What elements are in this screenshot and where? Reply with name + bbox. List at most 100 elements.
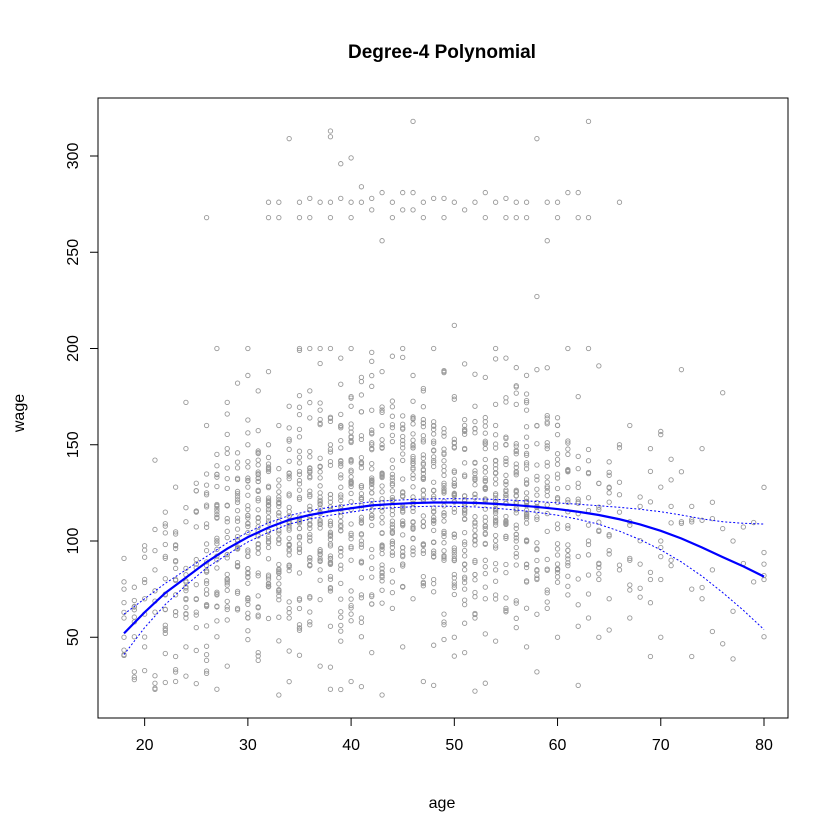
scatter-point [472, 542, 478, 548]
scatter-point [451, 591, 457, 598]
scatter-point [338, 161, 344, 167]
scatter-point [451, 393, 457, 400]
scatter-point [348, 345, 354, 352]
scatter-point [400, 490, 406, 496]
scatter-point [482, 596, 488, 602]
scatter-point [327, 529, 334, 535]
scatter-point [544, 421, 550, 427]
scatter-point [245, 580, 251, 586]
scatter-point [389, 524, 396, 530]
scatter-point [740, 524, 747, 530]
scatter-point [296, 468, 303, 475]
scatter-point [203, 422, 210, 429]
scatter-point [441, 540, 447, 546]
scatter-point [369, 507, 375, 513]
scatter-point [585, 118, 592, 125]
scatter-point [379, 587, 385, 593]
scatter-point [286, 446, 292, 452]
scatter-point [451, 476, 457, 482]
scatter-point [441, 554, 447, 560]
scatter-point [410, 415, 416, 421]
scatter-point [183, 604, 189, 611]
scatter-point [234, 499, 241, 506]
scatter-point [410, 545, 416, 551]
scatter-point [420, 470, 427, 477]
scatter-point [245, 595, 251, 602]
scatter-point [400, 345, 406, 352]
scatter-point [317, 400, 323, 406]
scatter-point [400, 644, 406, 650]
scatter-point [431, 426, 437, 432]
scatter-point [245, 417, 251, 423]
scatter-point [369, 466, 375, 472]
x-tick-label: 30 [239, 737, 257, 754]
scatter-point [544, 445, 550, 452]
scatter-point [389, 424, 396, 431]
scatter-point [307, 415, 313, 421]
scatter-point [606, 596, 612, 602]
scatter-point [193, 609, 199, 615]
scatter-point [472, 470, 478, 477]
scatter-point [296, 487, 303, 493]
scatter-point [441, 636, 447, 643]
scatter-point [286, 679, 292, 685]
scatter-point [410, 548, 416, 554]
scatter-point [265, 498, 272, 505]
scatter-point [503, 535, 509, 542]
scatter-point [503, 595, 509, 601]
scatter-point [451, 557, 457, 563]
scatter-point [637, 594, 643, 600]
scatter-point [420, 524, 427, 530]
scatter-point [224, 580, 230, 586]
scatter-point [224, 399, 230, 406]
scatter-point [606, 547, 612, 554]
y-tick-label: 50 [65, 628, 82, 646]
x-axis-label: age [429, 795, 456, 812]
scatter-point [358, 615, 365, 621]
scatter-point [307, 562, 313, 568]
scatter-point [379, 562, 385, 568]
scatter-point [379, 442, 385, 448]
scatter-point [255, 487, 261, 493]
scatter-point [121, 651, 127, 658]
scatter-point [441, 622, 447, 628]
scatter-point [441, 451, 447, 458]
y-tick-label: 150 [65, 431, 82, 458]
scatter-point [441, 611, 447, 617]
scatter-point [451, 547, 457, 554]
scatter-point [141, 576, 148, 583]
scatter-point [338, 503, 344, 509]
scatter-point [492, 432, 499, 438]
scatter-point [276, 527, 282, 534]
scatter-point [658, 431, 664, 438]
scatter-point [338, 437, 344, 444]
scatter-point [585, 470, 592, 477]
scatter-point [554, 214, 561, 221]
scatter-point [523, 462, 530, 468]
scatter-point [410, 421, 416, 427]
scatter-point [245, 484, 251, 490]
scatter-point [338, 463, 344, 469]
scatter-point [554, 634, 561, 640]
scatter-point [234, 564, 241, 570]
scatter-point [379, 483, 385, 489]
scatter-point [162, 625, 168, 631]
scatter-point [296, 392, 303, 399]
scatter-point [214, 503, 220, 509]
scatter-point [544, 587, 550, 593]
scatter-point [585, 214, 592, 221]
scatter-point [420, 423, 427, 430]
x-tick-label: 40 [342, 737, 360, 754]
scatter-point [461, 445, 468, 452]
scatter-point [472, 589, 478, 596]
scatter-point [451, 480, 457, 486]
scatter-point [678, 469, 685, 475]
scatter-point [575, 623, 581, 629]
scatter-point [296, 570, 303, 576]
scatter-point [647, 468, 654, 475]
scatter-point [761, 576, 767, 583]
scatter-point [678, 520, 685, 527]
scatter-point [255, 657, 261, 663]
scatter-point [245, 345, 251, 352]
scatter-point [121, 599, 127, 606]
